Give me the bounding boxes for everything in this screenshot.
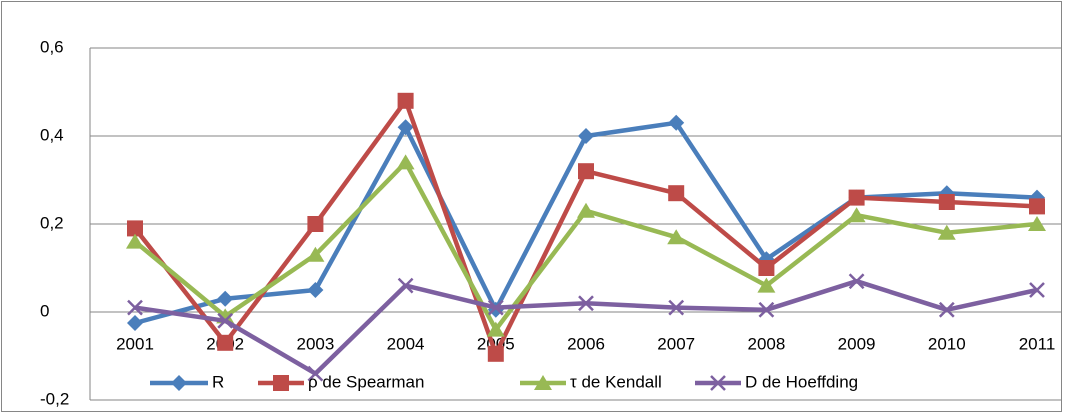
legend-label: τ de Kendall (570, 372, 662, 391)
marker (758, 301, 775, 318)
marker (578, 128, 594, 144)
y-tick-label: 0,4 (40, 125, 64, 144)
marker (938, 194, 955, 210)
marker (668, 185, 685, 202)
marker (578, 295, 594, 312)
marker (396, 154, 415, 170)
marker (668, 299, 685, 316)
marker (127, 220, 143, 237)
marker (486, 321, 505, 337)
x-tick-label: 2006 (567, 334, 605, 353)
x-tick-label: 2008 (747, 334, 785, 353)
marker (487, 345, 504, 362)
marker (848, 273, 865, 290)
marker (307, 216, 324, 232)
marker (578, 163, 594, 180)
legend-label: R (212, 372, 224, 391)
marker (171, 375, 187, 391)
x-tick-label: 2004 (387, 334, 425, 353)
marker (848, 189, 865, 206)
marker (1028, 216, 1046, 231)
marker (306, 246, 325, 262)
y-tick-label: 0,2 (40, 213, 64, 232)
marker (938, 301, 955, 318)
legend-label: D de Hoeffding (745, 372, 858, 391)
y-tick-label: 0 (40, 301, 49, 320)
x-tick-label: 2003 (296, 334, 334, 353)
marker (534, 375, 552, 390)
marker (577, 202, 595, 218)
marker (758, 260, 775, 276)
marker (1029, 282, 1045, 298)
marker (937, 224, 956, 240)
marker (1029, 198, 1045, 215)
x-tick-label: 2010 (928, 334, 966, 353)
marker (217, 312, 234, 329)
marker (847, 207, 866, 223)
marker (217, 290, 234, 307)
marker (710, 375, 726, 391)
marker (487, 299, 504, 316)
plot (126, 92, 1046, 382)
marker (127, 299, 143, 316)
marker (397, 277, 414, 294)
marker (307, 365, 324, 382)
y-tick-label: 0,6 (40, 37, 64, 56)
x-tick-label: 2011 (1019, 334, 1056, 353)
legend-label: ρ de Spearman (308, 372, 424, 391)
marker (668, 114, 685, 131)
x-tick-label: 2009 (838, 334, 876, 353)
marker (397, 92, 414, 109)
marker (397, 119, 414, 136)
x-tick-label: 2001 (116, 334, 154, 353)
marker (126, 233, 144, 249)
marker (273, 375, 289, 391)
marker (307, 282, 324, 298)
x-tick-label: 2007 (657, 334, 695, 353)
marker (757, 277, 776, 293)
y-tick-label: -0,2 (40, 389, 69, 408)
marker (217, 334, 234, 351)
marker (127, 315, 143, 331)
marker (667, 229, 686, 245)
